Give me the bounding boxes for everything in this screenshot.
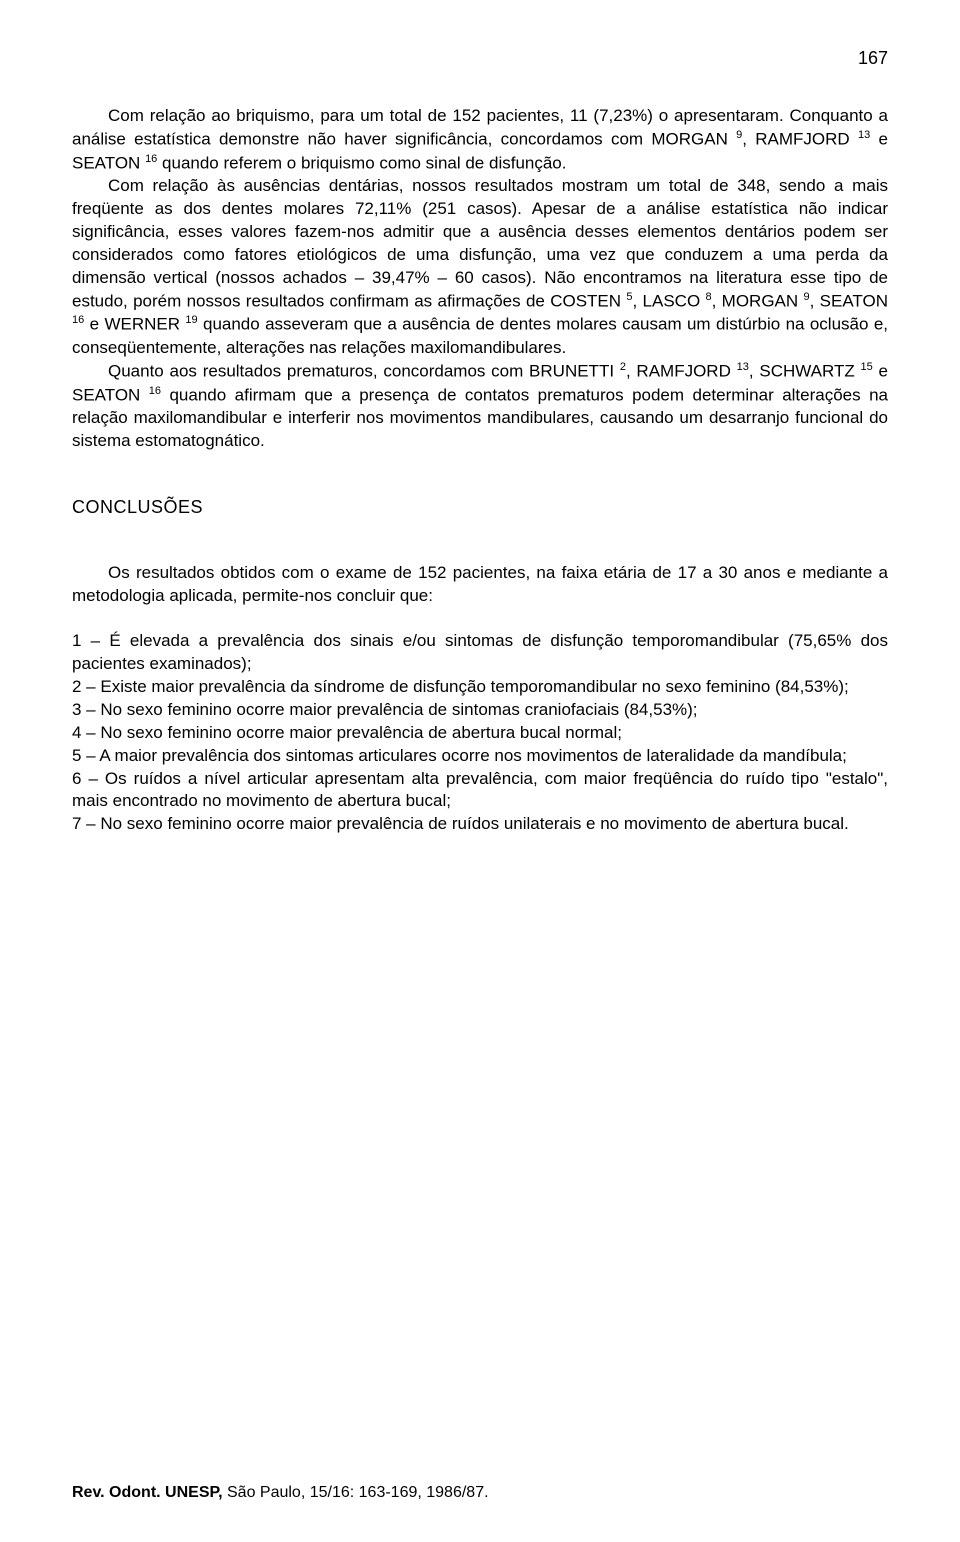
p2-text-2: , LASCO xyxy=(632,291,705,310)
p1-text-2: , RAMFJORD xyxy=(742,130,858,149)
conclusion-item-6: 6 – Os ruídos a nível articular apresent… xyxy=(72,768,888,814)
conclusion-item-5: 5 – A maior prevalência dos sintomas art… xyxy=(72,745,888,768)
paragraph-3: Quanto aos resultados prematuros, concor… xyxy=(72,360,888,453)
p1-text-4: quando referem o briquismo como sinal de… xyxy=(157,153,566,172)
p2-text-4: , SEATON xyxy=(810,291,888,310)
p3-sup-2: 13 xyxy=(737,361,749,373)
conclusion-item-4: 4 – No sexo feminino ocorre maior preval… xyxy=(72,722,888,745)
p3-sup-3: 15 xyxy=(861,361,873,373)
conclusions-intro: Os resultados obtidos com o exame de 152… xyxy=(72,562,888,608)
paragraph-1: Com relação ao briquismo, para um total … xyxy=(72,105,888,175)
p2-text-5: e WERNER xyxy=(84,315,185,334)
conclusion-item-2: 2 – Existe maior prevalência da síndrome… xyxy=(72,676,888,699)
p3-text-2: , RAMFJORD xyxy=(626,362,737,381)
p3-sup-4: 16 xyxy=(149,385,161,397)
p3-text-3: , SCHWARTZ xyxy=(749,362,861,381)
conclusion-item-7: 7 – No sexo feminino ocorre maior preval… xyxy=(72,813,888,836)
paragraph-2: Com relação às ausências dentárias, noss… xyxy=(72,175,888,360)
conclusion-item-1: 1 – É elevada a prevalência dos sinais e… xyxy=(72,630,888,676)
conclusion-item-3: 3 – No sexo feminino ocorre maior preval… xyxy=(72,699,888,722)
page-number: 167 xyxy=(72,48,888,69)
p2-text-3: , MORGAN xyxy=(712,291,804,310)
p3-text-5: quando afirmam que a presença de contato… xyxy=(72,385,888,450)
section-heading-conclusoes: CONCLUSÕES xyxy=(72,497,888,518)
p2-sup-5: 19 xyxy=(185,314,197,326)
footer-journal: Rev. Odont. UNESP, xyxy=(72,1484,223,1501)
p1-sup-3: 16 xyxy=(145,153,157,165)
footer-citation: Rev. Odont. UNESP, São Paulo, 15/16: 163… xyxy=(72,1484,489,1502)
p2-sup-4: 16 xyxy=(72,314,84,326)
footer-details: São Paulo, 15/16: 163-169, 1986/87. xyxy=(223,1484,489,1501)
p1-sup-2: 13 xyxy=(858,129,870,141)
p3-text-1: Quanto aos resultados prematuros, concor… xyxy=(108,362,620,381)
